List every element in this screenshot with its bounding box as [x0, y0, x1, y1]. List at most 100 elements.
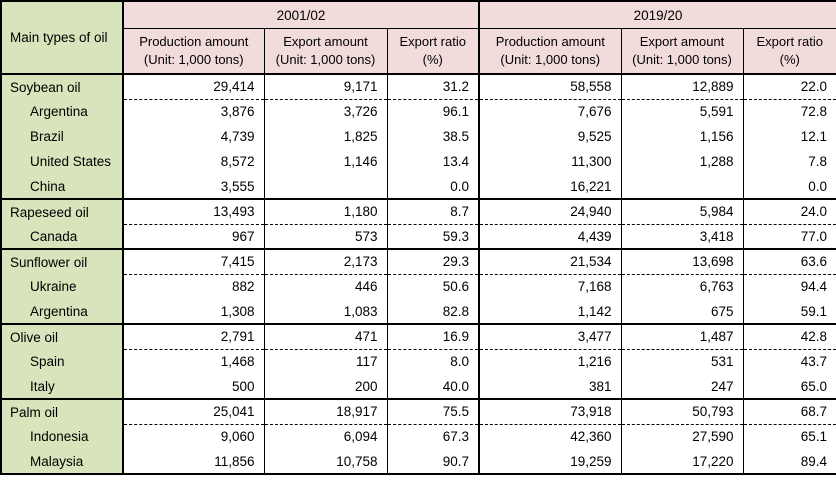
value-cell: 17,220	[620, 449, 743, 474]
value-cell: 24.0	[742, 198, 836, 224]
value-cell: 73,918	[478, 398, 621, 424]
value-cell: 1,468	[122, 348, 264, 374]
value-cell: 75.5	[386, 398, 479, 424]
col-header-unit: (%)	[422, 52, 443, 67]
col-header-export-2001: Export amount (Unit: 1,000 tons)	[263, 28, 387, 74]
value-cell: 59.1	[742, 299, 836, 324]
value-cell: 29,414	[122, 73, 264, 99]
value-cell: 65.0	[742, 374, 836, 399]
table-row: Canada 967 573 59.3 4,439 3,418 77.0	[1, 223, 836, 249]
value-cell: 9,525	[478, 124, 621, 149]
value-cell: 5,984	[620, 198, 743, 224]
col-header-export-2019: Export amount (Unit: 1,000 tons)	[620, 28, 743, 74]
value-cell: 22.0	[742, 73, 836, 99]
col-header-title: Export amount	[283, 34, 368, 50]
country-label: Malaysia	[1, 449, 123, 474]
col-header-production-2001: Production amount (Unit: 1,000 tons)	[122, 28, 264, 74]
country-label: United States	[1, 149, 123, 174]
value-cell: 18,917	[263, 398, 387, 424]
value-cell: 675	[620, 299, 743, 324]
col-header-unit: (Unit: 1,000 tons)	[275, 52, 376, 67]
value-cell: 2,173	[263, 248, 387, 274]
value-cell: 1,180	[263, 198, 387, 224]
value-cell: 21,534	[478, 248, 621, 274]
value-cell: 50.6	[386, 273, 479, 299]
country-label: Canada	[1, 224, 123, 249]
table-row: Argentina 3,876 3,726 96.1 7,676 5,591 72.8	[1, 98, 836, 124]
col-header-ratio-2019: Export ratio (%)	[742, 28, 836, 74]
value-cell: 24,940	[478, 198, 621, 224]
value-cell: 9,060	[122, 423, 264, 449]
value-cell: 1,216	[478, 348, 621, 374]
value-cell: 3,418	[620, 223, 743, 249]
value-cell: 11,856	[122, 449, 264, 474]
value-cell: 7,676	[478, 98, 621, 124]
value-cell: 82.8	[386, 299, 479, 324]
value-cell: 96.1	[386, 98, 479, 124]
table-row: Palm oil 25,041 18,917 75.5 73,918 50,793 68.7	[1, 398, 836, 424]
country-label: Italy	[1, 374, 123, 399]
col-header-unit: (Unit: 1,000 tons)	[632, 52, 732, 67]
value-cell: 42,360	[478, 423, 621, 449]
col-header-title: Export amount	[639, 34, 725, 50]
col-header-title: Production amount	[495, 34, 605, 50]
value-cell: 13,698	[620, 248, 743, 274]
value-cell: 8.7	[386, 198, 479, 224]
value-cell: 446	[263, 273, 387, 299]
table-row: Argentina 1,308 1,083 82.8 1,142 675 59.1	[1, 299, 836, 324]
country-label: Spain	[1, 349, 123, 374]
value-cell: 0.0	[386, 174, 479, 199]
value-cell: 573	[263, 223, 387, 249]
value-cell: 3,555	[122, 174, 264, 199]
value-cell: 7,415	[122, 248, 264, 274]
col-header-title: Export ratio	[399, 34, 466, 50]
table-row: Sunflower oil 7,415 2,173 29.3 21,534 13,698 6…	[1, 248, 836, 274]
value-cell: 471	[263, 323, 387, 349]
column-header-row: Production amount (Unit: 1,000 tons) Exp…	[1, 28, 836, 74]
value-cell: 1,146	[263, 149, 387, 174]
value-cell: 531	[620, 348, 743, 374]
value-cell: 43.7	[742, 348, 836, 374]
col-header-unit: (Unit: 1,000 tons)	[143, 52, 244, 67]
value-cell: 63.6	[742, 248, 836, 274]
value-cell: 4,739	[122, 124, 264, 149]
value-cell: 67.3	[386, 423, 479, 449]
value-cell: 58,558	[478, 73, 621, 99]
value-cell: 77.0	[742, 223, 836, 249]
value-cell: 27,590	[620, 423, 743, 449]
value-cell: 13.4	[386, 149, 479, 174]
value-cell: 1,308	[122, 299, 264, 324]
value-cell: 1,083	[263, 299, 387, 324]
year-header-row: Main types of oil 2001/02 2019/20	[1, 1, 836, 74]
value-cell: 50,793	[620, 398, 743, 424]
oil-type-label: Rapeseed oil	[1, 198, 123, 224]
country-label: Ukraine	[1, 274, 123, 299]
value-cell: 1,288	[620, 149, 743, 174]
table-row: Indonesia 9,060 6,094 67.3 42,360 27,590 65.1	[1, 423, 836, 449]
oil-type-label: Soybean oil	[1, 73, 123, 99]
value-cell: 12.1	[742, 124, 836, 149]
corner-header: Main types of oil	[1, 1, 123, 74]
value-cell: 65.1	[742, 423, 836, 449]
col-header-unit: (Unit: 1,000 tons)	[500, 52, 601, 67]
value-cell: 31.2	[386, 73, 479, 99]
col-header-production-2019: Production amount (Unit: 1,000 tons)	[478, 28, 621, 74]
value-cell: 247	[620, 374, 743, 399]
value-cell: 4,439	[478, 223, 621, 249]
value-cell: 3,477	[478, 323, 621, 349]
value-cell: 1,825	[263, 124, 387, 149]
table-row: Malaysia 11,856 10,758 90.7 19,259 17,220 89.4	[1, 449, 836, 474]
value-cell: 5,591	[620, 98, 743, 124]
year-header-2019-20: 2019/20	[478, 1, 836, 29]
col-header-title: Production amount	[139, 34, 249, 50]
table-row: Ukraine 882 446 50.6 7,168 6,763 94.4	[1, 273, 836, 299]
value-cell: 90.7	[386, 449, 479, 474]
value-cell: 500	[122, 374, 264, 399]
year-header-2001-02: 2001/02	[122, 1, 479, 29]
value-cell: 1,487	[620, 323, 743, 349]
country-label: Brazil	[1, 124, 123, 149]
value-cell: 38.5	[386, 124, 479, 149]
value-cell: 12,889	[620, 73, 743, 99]
oil-type-label: Palm oil	[1, 398, 123, 424]
table-row: Brazil 4,739 1,825 38.5 9,525 1,156 12.1	[1, 124, 836, 149]
